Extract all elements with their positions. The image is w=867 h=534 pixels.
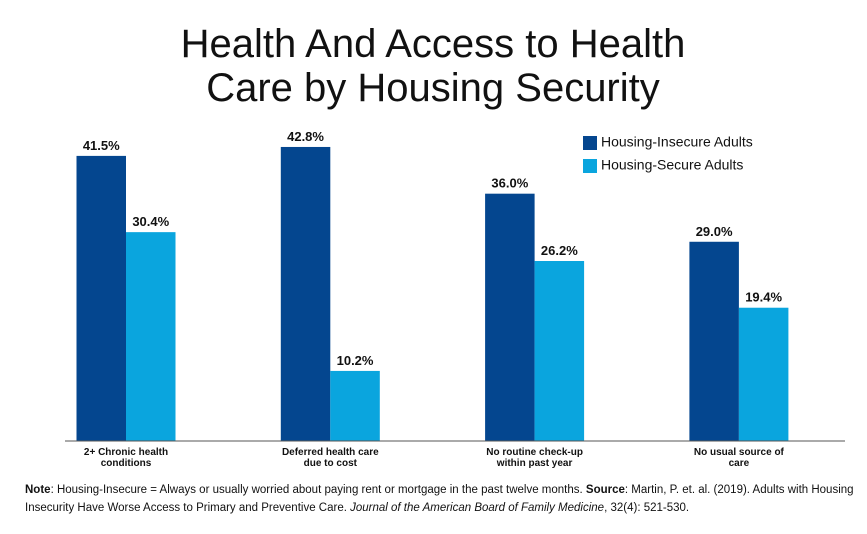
bar xyxy=(485,193,535,441)
value-label: 10.2% xyxy=(337,353,374,368)
legend-swatch xyxy=(583,159,597,173)
note-text: : Housing-Insecure = Always or usually w… xyxy=(50,484,586,496)
bar xyxy=(330,370,380,441)
bar xyxy=(76,155,126,441)
legend-swatch xyxy=(583,136,597,150)
chart-title: Health And Access to Health Care by Hous… xyxy=(180,22,686,110)
legend-label: Housing-Insecure Adults xyxy=(601,134,753,150)
x-tick-label: No routine check-up within past year xyxy=(486,447,583,469)
x-tick-label: No usual source of care xyxy=(693,447,784,469)
source-label: Source xyxy=(585,484,625,496)
x-tick-label: Deferred health care due to cost xyxy=(281,447,379,469)
value-label: 19.4% xyxy=(745,290,782,305)
bar xyxy=(689,241,739,441)
bar xyxy=(126,232,176,441)
value-label: 42.8% xyxy=(287,129,324,144)
value-label: 36.0% xyxy=(491,176,528,191)
journal: Journal of the American Board of Family … xyxy=(350,502,605,514)
value-label: 26.2% xyxy=(541,243,578,258)
note-label: Note xyxy=(25,484,51,496)
source-text: : Martin, P. et. al. (2019). Adults with… xyxy=(25,484,854,514)
footnote: Note: Housing-Insecure = Always or usual… xyxy=(25,481,855,517)
citation-end: , 32(4): 521-530. xyxy=(604,502,690,514)
value-label: 41.5% xyxy=(83,138,120,153)
legend-label: Housing-Secure Adults xyxy=(601,157,743,173)
bar xyxy=(534,261,585,441)
bar xyxy=(280,146,331,442)
x-tick-label: 2+ Chronic health conditions xyxy=(83,447,169,469)
bar xyxy=(738,307,789,441)
value-label: 29.0% xyxy=(696,224,733,239)
value-label: 30.4% xyxy=(132,214,169,229)
